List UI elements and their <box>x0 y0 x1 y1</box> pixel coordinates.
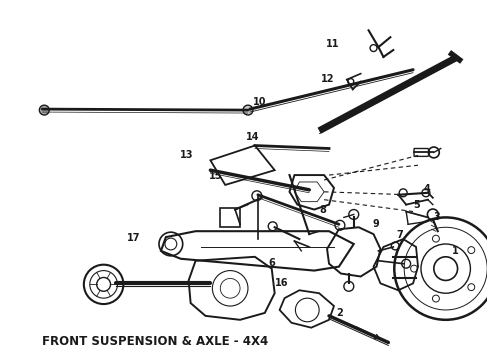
Text: 8: 8 <box>319 205 326 215</box>
Text: 17: 17 <box>127 234 140 243</box>
Circle shape <box>39 105 49 115</box>
Text: FRONT SUSPENSION & AXLE - 4X4: FRONT SUSPENSION & AXLE - 4X4 <box>42 335 268 348</box>
Text: 13: 13 <box>180 150 194 160</box>
Text: 2: 2 <box>336 308 343 318</box>
Text: 12: 12 <box>320 74 334 84</box>
Text: 7: 7 <box>396 230 403 240</box>
Text: 14: 14 <box>245 132 259 143</box>
Text: 15: 15 <box>209 171 222 181</box>
Circle shape <box>243 105 253 115</box>
Text: 6: 6 <box>268 258 275 268</box>
Text: 5: 5 <box>414 200 420 210</box>
Text: 4: 4 <box>423 184 430 194</box>
Text: 10: 10 <box>253 97 266 107</box>
Text: 1: 1 <box>452 246 459 256</box>
Text: 11: 11 <box>325 39 339 49</box>
Text: 9: 9 <box>372 219 379 229</box>
Text: 16: 16 <box>274 278 288 288</box>
Text: 3: 3 <box>433 212 440 222</box>
